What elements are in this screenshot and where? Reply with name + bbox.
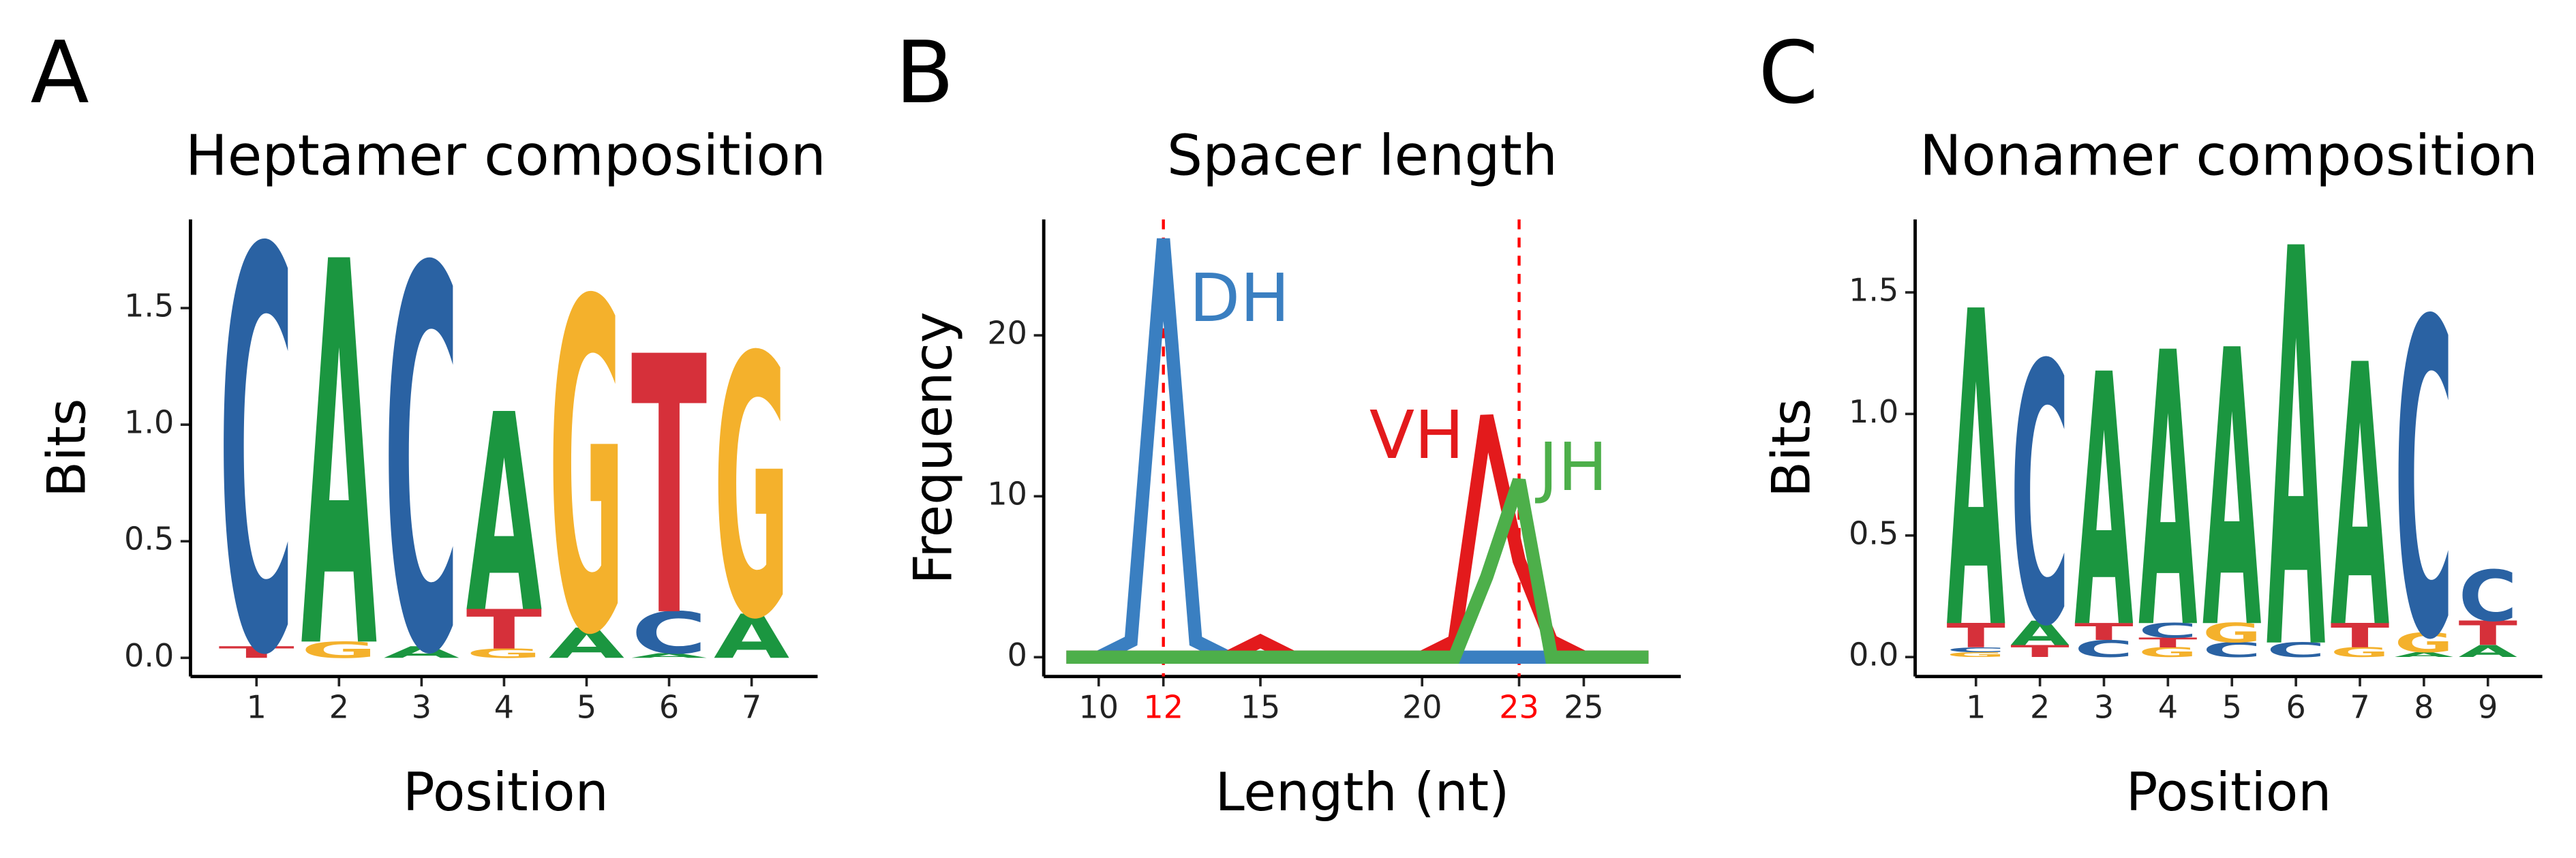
logo-letter: A [2138,275,2198,713]
logo-letter: C [2010,290,2069,705]
y-tick-label: 1.5 [1849,272,1898,309]
logo-letter: G [466,646,542,661]
x-tick-label: 12 [1143,689,1183,726]
logo-letter: C [384,159,459,770]
logo-letter: T [1947,617,2006,656]
x-tick-label: 7 [2350,689,2369,726]
logo-letter: C [1947,646,2005,654]
logo-letter: A [2395,651,2454,658]
y-tick-label: 10 [987,476,1027,512]
logo-letter: A [2267,136,2326,771]
y-tick-label: 0.0 [1849,637,1898,673]
x-tick-label: 23 [1499,689,1539,726]
logo-letter: T [2331,617,2390,656]
x-tick-label: 8 [2414,689,2434,726]
logo-letter: G [1947,651,2005,658]
logo-letter: A [2331,290,2390,709]
panel-label: C [1759,22,1819,123]
logo-letter: C [2138,619,2197,643]
y-tick-label: 0.5 [124,521,174,557]
y-axis-label: Frequency [903,311,965,584]
x-tick-label: 9 [2478,689,2498,726]
logo-letter: T [466,598,542,662]
logo-letter: A [549,620,625,669]
x-tick-label: 1 [247,689,267,726]
x-tick-label: 7 [742,689,761,726]
logo-letter: A [2010,614,2069,653]
x-tick-label: 5 [2222,689,2242,726]
logo-letter: G [2331,645,2389,660]
y-tick-label: 1.5 [124,288,174,324]
y-tick-label: 0.0 [124,637,174,674]
logo-letter: C [2267,639,2325,662]
logo-letter: C [2395,231,2453,735]
logo-letter: G [2138,645,2197,660]
y-tick-label: 20 [987,315,1027,352]
logo-letter: A [1947,221,2006,725]
logo-letter: G [301,637,377,663]
chart-title: Heptamer composition [185,124,826,189]
logo-letter: T [2138,635,2198,651]
series-line [1066,478,1649,664]
x-tick-label: 3 [2094,689,2114,726]
x-axis-label: Length (nt) [1215,762,1510,823]
logo-letter: C [2459,556,2517,637]
logo-letter: G [2395,628,2453,658]
logo-letter: A [714,601,789,672]
chart-title: Spacer length [1167,124,1558,189]
logo-letter: T [631,282,708,695]
series-label: JH [1534,429,1607,506]
x-tick-label: 3 [412,689,431,726]
logo-letter: G [549,206,624,735]
x-tick-label: 2 [329,689,349,726]
x-tick-label: 5 [577,689,596,726]
chart-title: Nonamer composition [1920,124,2538,189]
logo-letter: C [219,136,294,776]
x-tick-label: 4 [494,689,514,726]
logo-letter: A [631,652,707,660]
x-tick-label: 10 [1079,689,1119,726]
logo-letter: A [466,356,543,673]
logo-letter: A [2459,641,2517,660]
x-tick-label: 2 [2030,689,2050,726]
logo-letter: T [2010,641,2069,660]
logo-letter: C [2074,636,2133,663]
logo-letter: C [631,600,707,667]
x-axis-label: Position [403,762,609,823]
y-tick-label: 0 [1007,637,1027,673]
x-tick-label: 1 [1966,689,1986,726]
series-label: VH [1369,397,1464,474]
y-axis-label: Bits [36,399,97,497]
logo-letter: A [301,153,378,767]
logo-letter: T [219,643,295,661]
series-label: DH [1189,260,1290,337]
y-tick-label: 0.5 [1849,515,1898,551]
x-tick-label: 25 [1564,689,1604,726]
logo-letter: T [2074,619,2134,646]
y-axis-label: Bits [1761,399,1823,497]
logo-letter: C [2202,639,2261,662]
panel-label: A [31,22,89,123]
x-tick-label: 15 [1241,689,1281,726]
logo-letter: T [2459,614,2518,653]
x-axis-label: Position [2126,762,2332,823]
logo-letter: A [2074,302,2134,705]
logo-letter: G [714,283,789,699]
logo-letter: G [2202,618,2261,649]
y-tick-label: 1.0 [124,404,174,441]
x-tick-label: 4 [2158,689,2178,726]
logo-letter: A [384,643,459,661]
y-tick-label: 1.0 [1849,393,1898,430]
logo-letter: A [2202,272,2262,714]
x-tick-label: 6 [659,689,679,726]
x-tick-label: 6 [2286,689,2305,726]
panel-label: B [895,22,954,123]
x-tick-label: 20 [1402,689,1442,726]
